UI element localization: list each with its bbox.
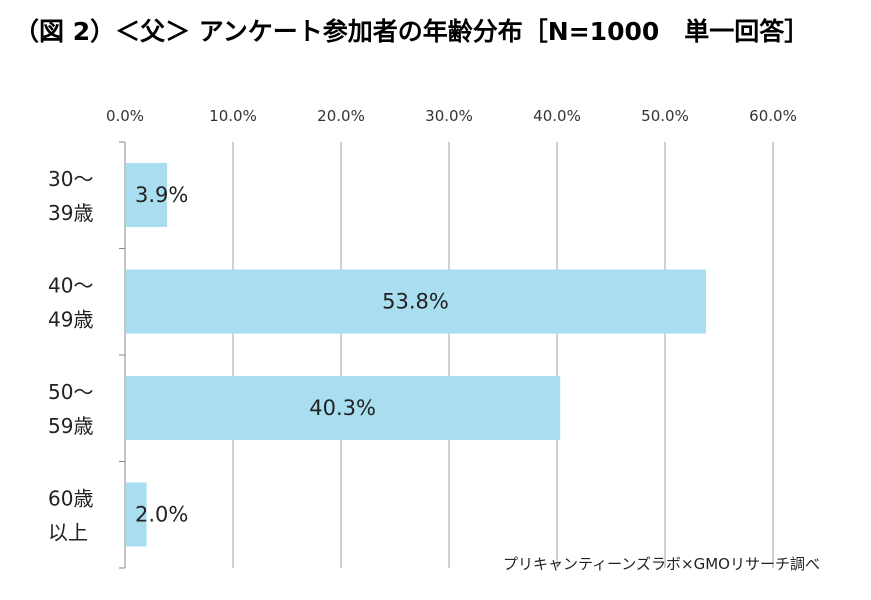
x-tick-label: 10.0% [209, 107, 257, 125]
bars [126, 163, 707, 547]
category-label: 50～ [48, 380, 93, 404]
source-note: プリキャンティーンズラボ×GMOリサーチ調べ [503, 555, 820, 573]
gridlines [232, 142, 774, 568]
bar [126, 163, 168, 227]
x-tick-label: 20.0% [317, 107, 365, 125]
x-tick-label: 40.0% [533, 107, 581, 125]
category-label: 30～ [48, 167, 93, 191]
category-label: 49歳 [48, 308, 93, 332]
x-tick-label: 0.0% [106, 107, 144, 125]
data-label: 3.9% [135, 183, 188, 207]
bar [126, 482, 147, 547]
x-tick-label: 50.0% [641, 107, 689, 125]
category-label: 39歳 [48, 201, 93, 225]
data-label: 40.3% [309, 396, 376, 420]
data-label: 2.0% [135, 503, 188, 527]
labels: 0.0% 10.0% 20.0% 30.0% 40.0% 50.0% 60.0% 3.9% 30… [48, 107, 797, 545]
bar [126, 269, 707, 334]
category-label: 59歳 [48, 414, 93, 438]
x-tick-label: 30.0% [425, 107, 473, 125]
axes [119, 141, 126, 569]
category-label: 40～ [48, 274, 93, 298]
category-label: 60歳 [48, 487, 93, 511]
bar [126, 376, 561, 440]
data-label: 53.8% [382, 290, 449, 314]
x-tick-label: 60.0% [749, 107, 797, 125]
chart-title: （図 2）＜父＞ アンケート参加者の年齢分布［N=1000 単一回答］ [14, 17, 810, 46]
category-label: 以上 [48, 521, 88, 545]
